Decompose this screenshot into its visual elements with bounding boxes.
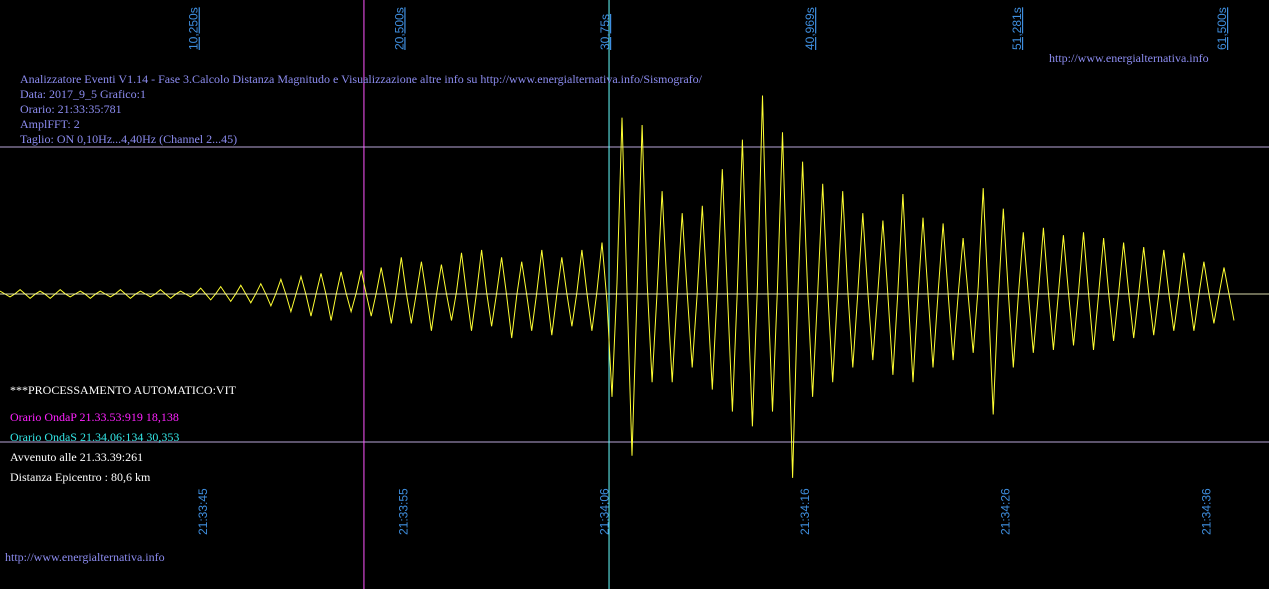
top-tick-label: 10,250s: [187, 7, 201, 50]
bottom-tick-label: 21:33:55: [397, 488, 411, 535]
top-tick-label: 30,75s: [598, 14, 612, 50]
header-title: Analizzatore Eventi V1.14 - Fase 3.Calco…: [20, 72, 702, 86]
top-tick-label: 61,500s: [1215, 7, 1229, 50]
seismic-trace: [0, 95, 1235, 478]
url-bottom[interactable]: http://www.energialternativa.info: [5, 550, 165, 564]
bottom-tick-label: 21:33:45: [196, 488, 210, 535]
bottom-tick-label: 21:34:36: [1199, 488, 1213, 535]
processing-title: ***PROCESSAMENTO AUTOMATICO:VIT: [10, 383, 236, 397]
url-top[interactable]: http://www.energialternativa.info: [1049, 51, 1209, 65]
header-date: Data: 2017_9_5 Grafico:1: [20, 87, 146, 101]
epicenter-distance: Distanza Epicentro : 80,6 km: [10, 470, 151, 484]
occurred-time: Avvenuto alle 21.33.39:261: [10, 450, 144, 464]
top-tick-label: 20,500s: [392, 7, 406, 50]
top-tick-label: 51,281s: [1010, 7, 1024, 50]
header-filter: Taglio: ON 0,10Hz...4,40Hz (Channel 2...…: [20, 132, 238, 146]
s-wave-time: Orario OndaS 21.34.06:134 30,353: [10, 430, 180, 444]
bottom-tick-label: 21:34:16: [798, 488, 812, 535]
bottom-tick-label: 21:34:26: [999, 488, 1013, 535]
header-amplfft: AmplFFT: 2: [20, 117, 80, 131]
p-wave-time: Orario OndaP 21.33.53:919 18,138: [10, 410, 179, 424]
header-time: Orario: 21:33:35:781: [20, 102, 122, 116]
bottom-tick-label: 21:34:06: [597, 488, 611, 535]
top-tick-label: 40,969s: [803, 7, 817, 50]
